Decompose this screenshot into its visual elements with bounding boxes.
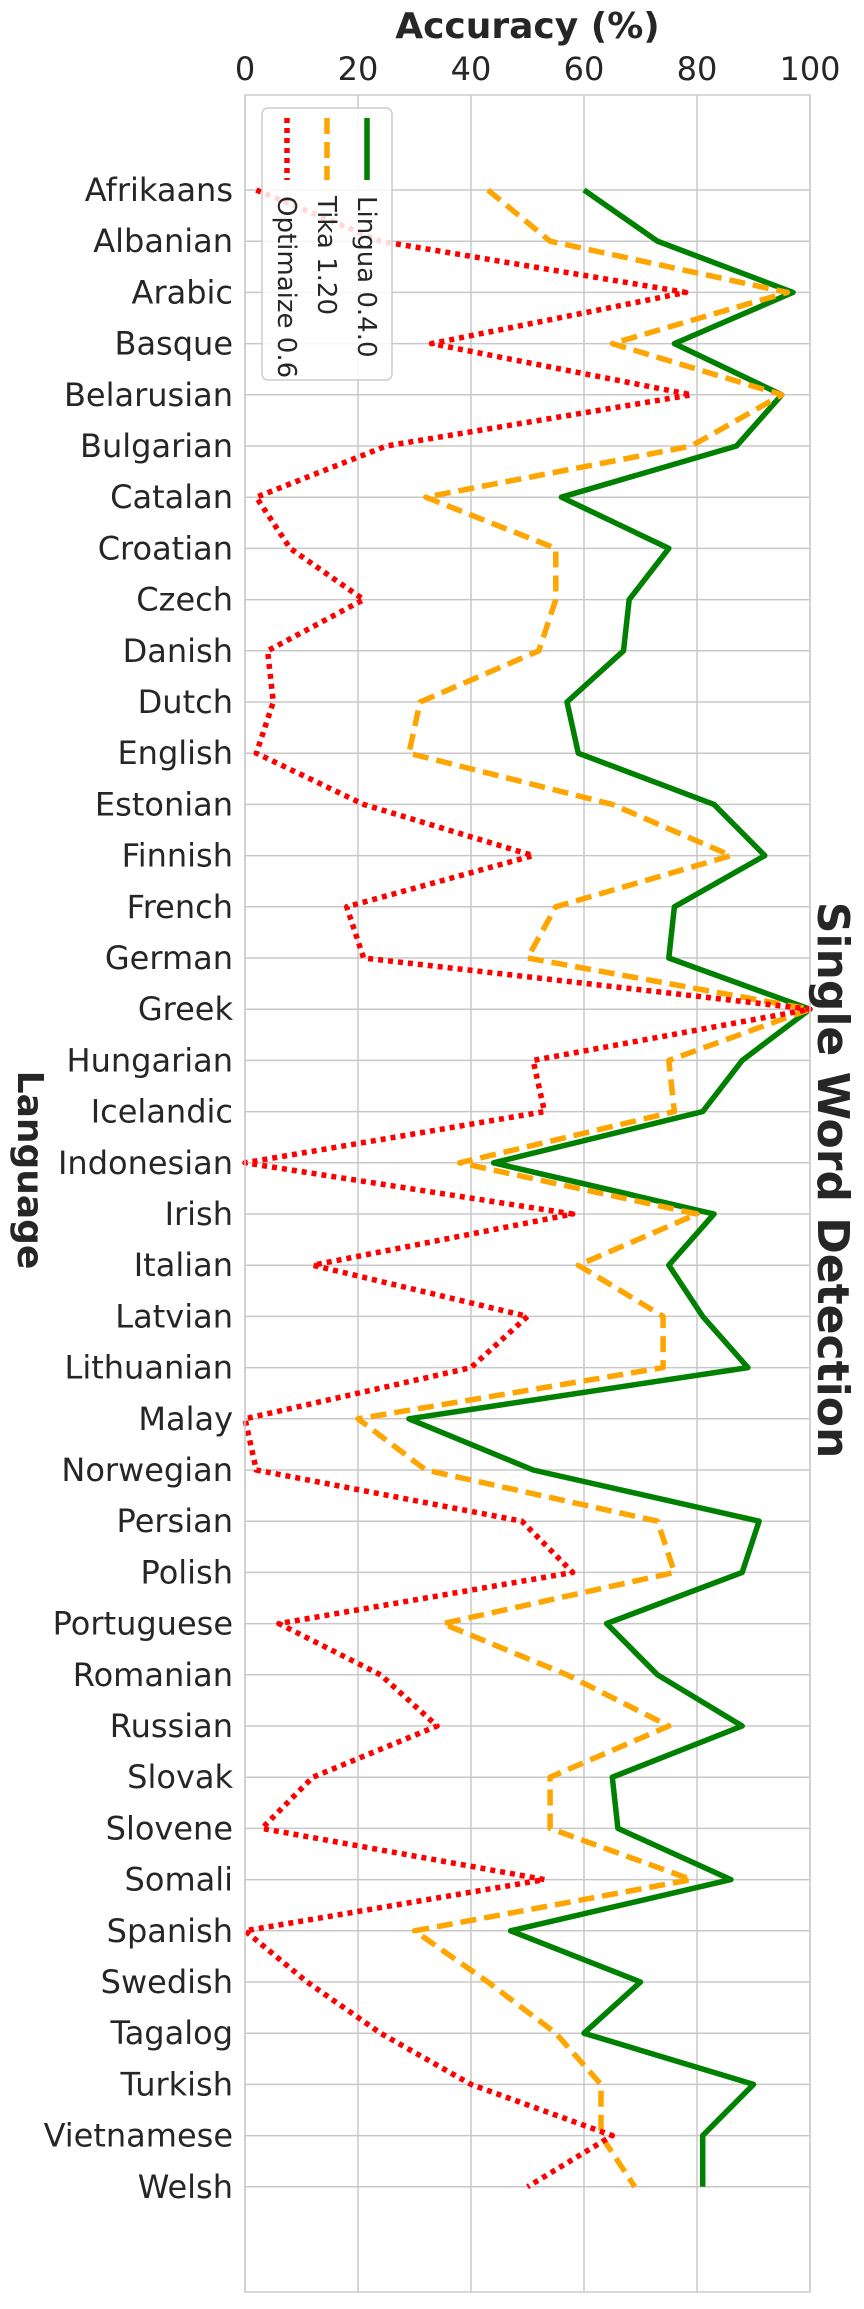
y-tick-label: Polish	[141, 1553, 233, 1591]
x-tick-labels: 0 20 40 60 80 100	[235, 50, 841, 88]
y-tick-label: Greek	[138, 990, 234, 1028]
x-tick-label: 20	[338, 50, 379, 88]
y-tick-label: Arabic	[132, 273, 233, 311]
legend-box	[261, 107, 393, 381]
series-line-1	[355, 187, 813, 2189]
y-tick-label: English	[117, 734, 233, 772]
y-tick-label: Norwegian	[61, 1451, 233, 1489]
x-axis-label: Accuracy (%)	[395, 6, 660, 47]
y-axis-label: Language	[9, 1071, 50, 1270]
y-tick-label: Slovene	[106, 1809, 233, 1847]
x-tick-label: 100	[779, 50, 840, 88]
y-tick-label: Swedish	[101, 1963, 233, 2001]
y-tick-label: Bulgarian	[80, 427, 233, 465]
legend-label-2: Optimaize 0.6	[271, 196, 301, 378]
y-tick-labels: Afrikaans Albanian Arabic Basque Belarusian B…	[44, 171, 234, 2206]
y-tick-label: Afrikaans	[85, 171, 233, 209]
y-tick-label: Basque	[114, 325, 233, 363]
series-line-2	[242, 187, 813, 2190]
x-tick-label: 0	[235, 50, 255, 88]
plot-frame	[244, 94, 811, 2293]
y-tick-label: Slovak	[127, 1758, 233, 1796]
y-tick-label: Russian	[110, 1707, 233, 1745]
y-tick-label: Vietnamese	[44, 2117, 233, 2155]
x-tick-label: 60	[564, 50, 605, 88]
x-tick-label: 80	[677, 50, 718, 88]
legend: Lingua 0.4.0 Tika 1.20 Optimaize 0.6	[261, 107, 393, 381]
y-tick-label: Catalan	[110, 478, 233, 516]
series-line-0	[406, 187, 813, 2187]
y-tick-label: Welsh	[138, 2168, 233, 2206]
y-tick-label: Persian	[117, 1502, 233, 1540]
y-tick-label: Danish	[123, 632, 233, 670]
y-tick-label: Lithuanian	[65, 1349, 234, 1387]
chart-title: Single Word Detection	[807, 902, 858, 1459]
y-tick-label: Malay	[138, 1400, 233, 1438]
y-tick-label: Belarusian	[64, 376, 233, 414]
y-tick-label: Spanish	[107, 1912, 233, 1950]
y-tick-label: Croatian	[98, 529, 233, 567]
y-tick-label: Portuguese	[53, 1605, 233, 1643]
y-tick-label: Italian	[134, 1246, 233, 1284]
x-tick-label: 40	[451, 50, 492, 88]
y-tick-label: Indonesian	[58, 1144, 233, 1182]
y-tick-label: Tagalog	[109, 2014, 233, 2052]
y-tick-label: Dutch	[138, 683, 233, 721]
y-tick-label: Turkish	[120, 2065, 234, 2103]
y-tick-label: Czech	[136, 581, 233, 619]
legend-label-0: Lingua 0.4.0	[351, 196, 381, 358]
y-tick-label: French	[127, 888, 233, 926]
y-tick-label: Hungarian	[67, 1041, 233, 1079]
y-tick-label: Irish	[165, 1195, 233, 1233]
y-tick-label: Romanian	[73, 1656, 233, 1694]
y-tick-label: Finnish	[122, 837, 233, 875]
y-tick-label: Icelandic	[91, 1093, 233, 1131]
y-tick-label: Estonian	[95, 785, 233, 823]
y-tick-label: Albanian	[93, 222, 233, 260]
y-tick-label: Latvian	[115, 1297, 233, 1335]
y-tick-label: German	[105, 939, 233, 977]
y-tick-label: Somali	[125, 1861, 233, 1899]
series-lines	[242, 187, 813, 2190]
legend-label-1: Tika 1.20	[311, 195, 341, 315]
